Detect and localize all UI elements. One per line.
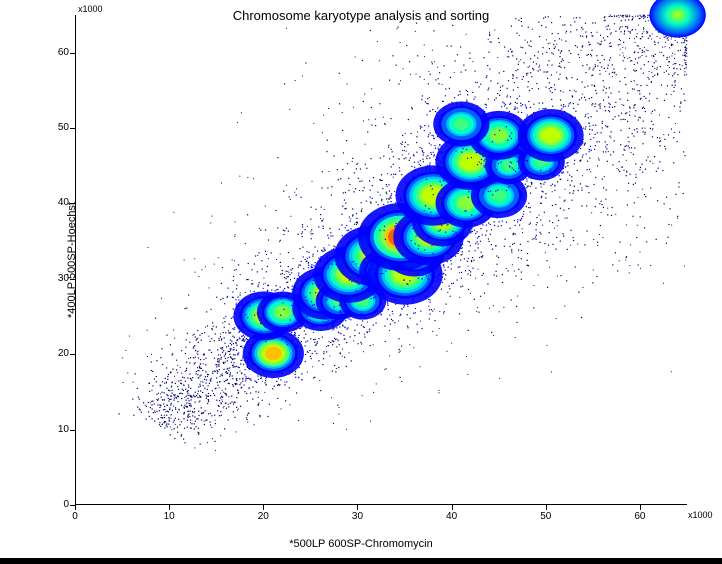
x-tick-mark xyxy=(357,505,358,510)
y-tick-mark xyxy=(70,128,75,129)
x-tick-mark xyxy=(452,505,453,510)
corner-saturation-cluster xyxy=(649,0,705,38)
x-tick-label: 50 xyxy=(540,511,551,522)
x-axis-multiplier: x1000 xyxy=(688,510,713,520)
scatter-svg xyxy=(76,15,687,504)
y-tick-label: 0 xyxy=(41,499,69,510)
y-tick-label: 20 xyxy=(41,348,69,359)
x-tick-label: 20 xyxy=(258,511,269,522)
density-cluster xyxy=(249,334,298,373)
y-tick-label: 60 xyxy=(41,47,69,58)
x-tick-label: 60 xyxy=(634,511,645,522)
y-axis-multiplier: x1000 xyxy=(78,4,103,14)
x-tick-mark xyxy=(169,505,170,510)
y-tick-mark xyxy=(70,354,75,355)
y-tick-mark xyxy=(70,279,75,280)
x-tick-mark xyxy=(640,505,641,510)
y-tick-mark xyxy=(70,505,75,506)
x-tick-label: 0 xyxy=(72,511,78,522)
density-cluster xyxy=(524,114,577,156)
x-tick-mark xyxy=(263,505,264,510)
y-tick-mark xyxy=(70,53,75,54)
x-tick-mark xyxy=(75,505,76,510)
x-tick-mark xyxy=(546,505,547,510)
y-tick-label: 10 xyxy=(41,424,69,435)
y-tick-label: 30 xyxy=(41,273,69,284)
y-tick-mark xyxy=(70,203,75,204)
x-tick-label: 40 xyxy=(446,511,457,522)
x-axis-label: *500LP 600SP-Chromomycin xyxy=(0,538,722,550)
y-tick-label: 50 xyxy=(41,122,69,133)
y-tick-mark xyxy=(70,430,75,431)
y-tick-label: 40 xyxy=(41,197,69,208)
density-cluster xyxy=(439,106,484,142)
x-tick-label: 10 xyxy=(164,511,175,522)
x-tick-label: 30 xyxy=(352,511,363,522)
plot-area xyxy=(75,15,687,505)
